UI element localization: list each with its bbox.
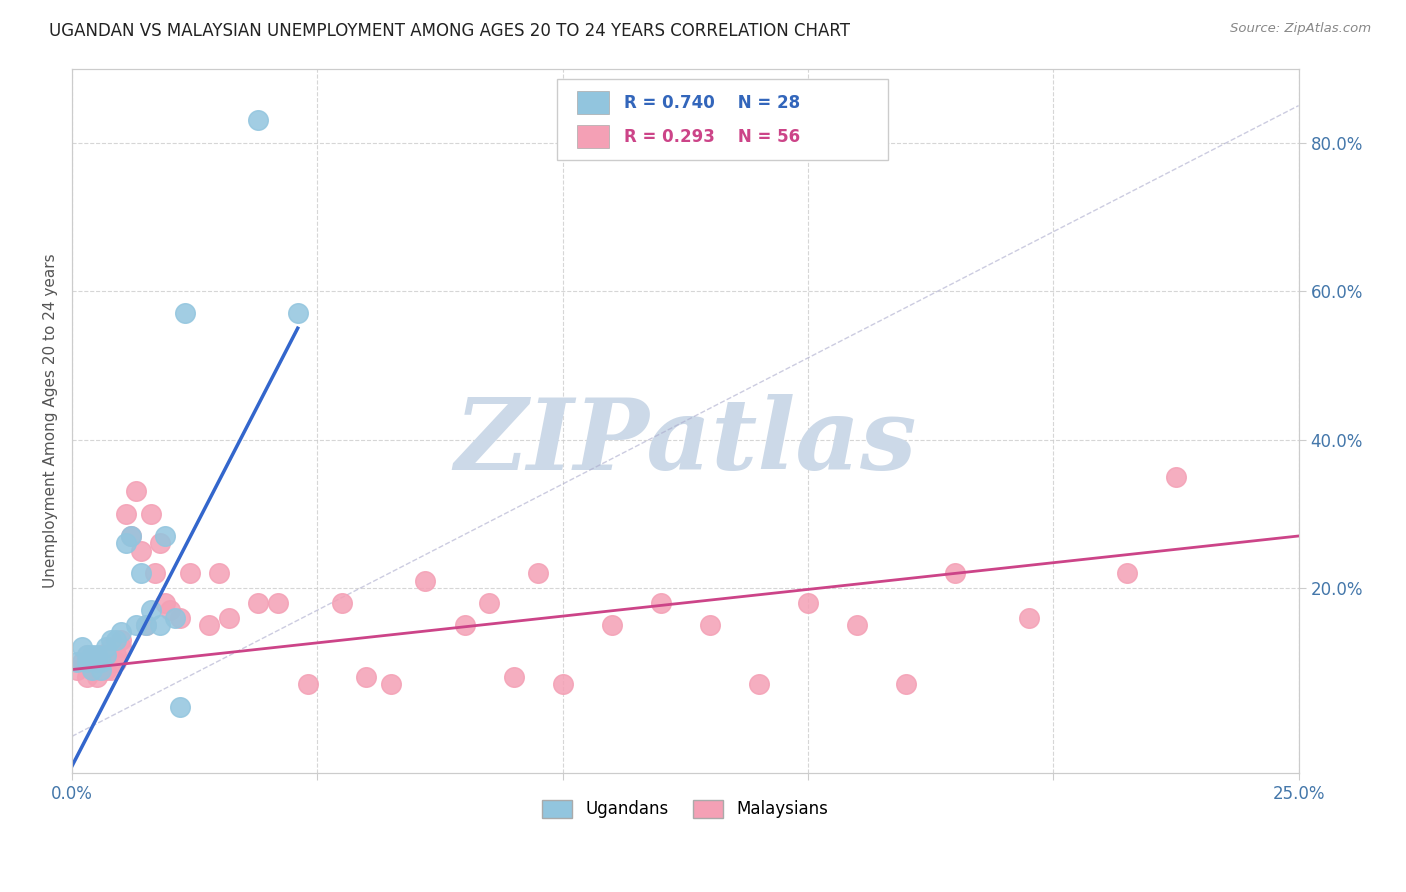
Point: [120, 529, 142, 543]
Point: [90, 655, 112, 669]
Point: [453, 618, 475, 632]
Point: [699, 618, 721, 632]
Point: [894, 677, 917, 691]
Text: Source: ZipAtlas.com: Source: ZipAtlas.com: [1230, 22, 1371, 36]
Point: [115, 536, 138, 550]
Y-axis label: Unemployment Among Ages 20 to 24 years: Unemployment Among Ages 20 to 24 years: [44, 253, 58, 589]
Point: [502, 670, 524, 684]
Point: [86, 663, 108, 677]
Point: [129, 544, 152, 558]
Point: [600, 618, 623, 632]
Point: [90, 648, 112, 662]
Point: [247, 113, 270, 128]
Point: [110, 632, 132, 647]
Point: [551, 677, 574, 691]
Point: [330, 596, 353, 610]
Point: [846, 618, 869, 632]
Point: [650, 596, 672, 610]
Point: [120, 529, 142, 543]
Point: [478, 596, 501, 610]
Point: [66, 663, 89, 677]
Point: [247, 596, 270, 610]
Point: [173, 306, 195, 320]
Point: [413, 574, 436, 588]
Point: [96, 663, 118, 677]
Point: [1164, 469, 1187, 483]
Point: [155, 596, 177, 610]
Point: [76, 648, 98, 662]
Point: [105, 632, 128, 647]
Point: [80, 648, 103, 662]
Point: [76, 648, 98, 662]
Point: [80, 663, 103, 677]
Point: [76, 655, 98, 669]
Point: [748, 677, 770, 691]
Point: [135, 618, 157, 632]
Point: [70, 640, 93, 655]
Point: [380, 677, 402, 691]
Point: [943, 566, 966, 580]
Point: [218, 610, 240, 624]
Point: [90, 663, 112, 677]
Legend: Ugandans, Malaysians: Ugandans, Malaysians: [536, 793, 835, 825]
Point: [797, 596, 820, 610]
Point: [86, 670, 108, 684]
Point: [149, 536, 172, 550]
Point: [86, 655, 108, 669]
Point: [96, 648, 118, 662]
Point: [155, 529, 177, 543]
Point: [163, 610, 186, 624]
Point: [1018, 610, 1040, 624]
Point: [129, 566, 152, 580]
Point: [198, 618, 221, 632]
Point: [96, 655, 118, 669]
Text: ZIPatlas: ZIPatlas: [454, 394, 917, 491]
Point: [80, 663, 103, 677]
Point: [135, 618, 157, 632]
Point: [110, 640, 132, 655]
Point: [267, 596, 290, 610]
Point: [356, 670, 378, 684]
Point: [86, 648, 108, 662]
Point: [105, 655, 128, 669]
FancyBboxPatch shape: [578, 91, 609, 114]
Point: [70, 655, 93, 669]
Point: [100, 640, 122, 655]
Point: [139, 603, 162, 617]
Point: [66, 655, 89, 669]
Point: [527, 566, 550, 580]
Point: [125, 484, 148, 499]
Point: [115, 507, 138, 521]
Point: [208, 566, 231, 580]
Point: [149, 618, 172, 632]
FancyBboxPatch shape: [557, 79, 887, 161]
Point: [105, 648, 128, 662]
Point: [179, 566, 201, 580]
Point: [287, 306, 309, 320]
Text: UGANDAN VS MALAYSIAN UNEMPLOYMENT AMONG AGES 20 TO 24 YEARS CORRELATION CHART: UGANDAN VS MALAYSIAN UNEMPLOYMENT AMONG …: [49, 22, 851, 40]
Point: [100, 632, 122, 647]
Point: [145, 566, 167, 580]
Text: R = 0.740    N = 28: R = 0.740 N = 28: [624, 94, 800, 112]
Point: [159, 603, 181, 617]
Point: [125, 618, 148, 632]
Point: [297, 677, 319, 691]
FancyBboxPatch shape: [578, 125, 609, 148]
Point: [110, 625, 132, 640]
Point: [96, 640, 118, 655]
Point: [80, 655, 103, 669]
Point: [169, 699, 191, 714]
Point: [139, 507, 162, 521]
Point: [1115, 566, 1137, 580]
Point: [100, 663, 122, 677]
Point: [76, 670, 98, 684]
Point: [90, 655, 112, 669]
Text: R = 0.293    N = 56: R = 0.293 N = 56: [624, 128, 800, 145]
Point: [169, 610, 191, 624]
